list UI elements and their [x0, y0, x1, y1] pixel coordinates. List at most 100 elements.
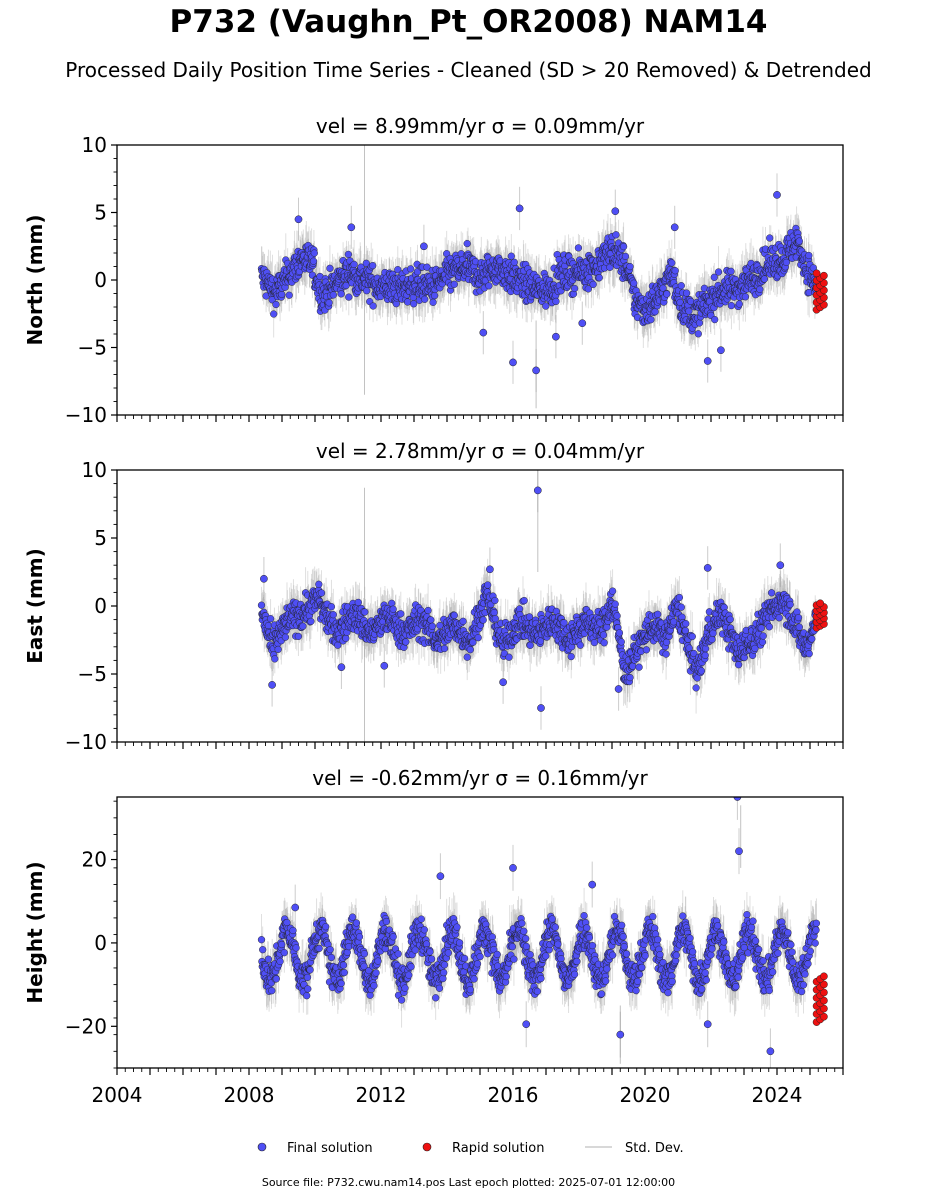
- panels-group: −10 −5 0 5 10 vel = 8.99mm/yr σ = 0.09mm/yr No…: [23, 114, 844, 1107]
- final-solution-point: [350, 260, 358, 269]
- final-solution-point: [710, 273, 718, 281]
- final-solution-point: [619, 242, 628, 251]
- final-solution-point: [361, 608, 369, 616]
- final-solution-point: [272, 300, 280, 309]
- final-solution-point: [347, 223, 356, 232]
- final-solution-point: [479, 328, 488, 337]
- panel-east-plot-area: [257, 470, 828, 742]
- final-solution-point: [388, 599, 396, 607]
- final-solution-point: [509, 358, 517, 367]
- rapid-solution-point: [812, 269, 821, 278]
- final-solution-point: [703, 357, 712, 365]
- final-solution-point: [584, 285, 592, 293]
- final-solution-point: [532, 366, 540, 375]
- y-tick-label: −5: [78, 336, 107, 360]
- final-solution-point: [337, 290, 345, 298]
- final-solution-point: [363, 287, 371, 295]
- final-solution-points: [257, 191, 821, 375]
- final-solution-point: [714, 268, 723, 276]
- final-solution-point: [310, 249, 318, 257]
- final-solution-point: [271, 655, 279, 663]
- final-solution-point: [570, 284, 579, 293]
- final-solution-point: [668, 259, 676, 267]
- final-solution-point: [782, 258, 791, 267]
- final-solution-point: [369, 261, 377, 270]
- y-tick-label: 5: [94, 201, 107, 225]
- final-solution-point: [294, 215, 303, 224]
- final-solution-point: [281, 633, 290, 641]
- final-solution-point: [578, 319, 587, 328]
- final-solution-point: [711, 315, 719, 324]
- final-solution-point: [294, 632, 303, 641]
- final-solution-point: [670, 223, 679, 232]
- final-solution-point: [299, 622, 307, 630]
- final-solution-point: [695, 319, 704, 327]
- final-solution-point: [326, 264, 334, 272]
- final-solution-point: [266, 615, 275, 623]
- final-solution-point: [671, 267, 679, 275]
- panel-north-plot-area: [257, 145, 828, 409]
- rapid-solution-point: [820, 271, 828, 280]
- final-solution-point: [463, 239, 471, 248]
- final-solution-point: [760, 275, 769, 283]
- y-tick-label: 10: [82, 133, 107, 157]
- final-solution-point: [450, 280, 458, 288]
- final-solution-point: [621, 252, 630, 261]
- final-solution-point: [354, 598, 362, 607]
- final-solution-point: [756, 285, 764, 293]
- final-solution-point: [362, 259, 370, 267]
- final-solution-point: [727, 301, 736, 310]
- final-solution-point: [630, 279, 638, 287]
- final-solution-point: [264, 622, 273, 630]
- final-solution-point: [805, 251, 813, 260]
- final-solution-point: [429, 298, 437, 306]
- final-solution-point: [735, 300, 743, 308]
- final-solution-point: [515, 204, 524, 213]
- final-solution-point: [727, 267, 735, 275]
- final-solution-point: [421, 295, 429, 303]
- final-solution-point: [741, 293, 750, 301]
- final-solution-point: [694, 330, 702, 338]
- final-solution-point: [485, 282, 493, 290]
- final-solution-point: [329, 291, 337, 299]
- final-solution-point: [285, 291, 293, 299]
- panel-north: −10 −5 0 5 10 vel = 8.99mm/yr σ = 0.09mm/yr No…: [23, 114, 844, 427]
- final-solution-point: [329, 611, 337, 619]
- figure-subtitle: Processed Daily Position Time Series - C…: [65, 58, 872, 82]
- final-solution-point: [612, 231, 620, 239]
- final-solution-point: [685, 307, 693, 315]
- final-solution-point: [663, 290, 671, 298]
- final-solution-point: [317, 589, 326, 597]
- final-solution-point: [270, 310, 278, 318]
- final-solution-point: [552, 332, 560, 341]
- final-solution-points: [257, 486, 821, 712]
- final-solution-point: [430, 291, 439, 300]
- final-solution-point: [402, 638, 410, 646]
- final-solution-point: [552, 297, 560, 306]
- final-solution-point: [274, 645, 282, 654]
- final-solution-point: [647, 316, 655, 324]
- final-solution-point: [325, 299, 333, 307]
- final-solution-point: [327, 603, 336, 611]
- final-solution-point: [420, 242, 428, 251]
- final-solution-point: [307, 617, 315, 626]
- final-solution-point: [257, 601, 266, 609]
- final-solution-point: [717, 346, 725, 355]
- final-solution-point: [342, 634, 350, 643]
- final-solution-point: [407, 265, 415, 273]
- final-solution-point: [423, 263, 431, 271]
- final-solution-point: [369, 302, 377, 310]
- final-solution-point: [677, 282, 685, 290]
- final-solution-point: [510, 258, 518, 266]
- final-solution-point: [394, 266, 402, 274]
- final-solution-point: [611, 207, 620, 216]
- final-solution-point: [766, 234, 774, 242]
- final-solution-point: [507, 252, 515, 260]
- final-solution-point: [410, 300, 418, 308]
- final-solution-point: [595, 274, 603, 282]
- final-solution-point: [809, 264, 817, 272]
- final-solution-point: [682, 289, 691, 297]
- final-solution-point: [659, 284, 667, 292]
- y-tick-label: −10: [65, 403, 107, 427]
